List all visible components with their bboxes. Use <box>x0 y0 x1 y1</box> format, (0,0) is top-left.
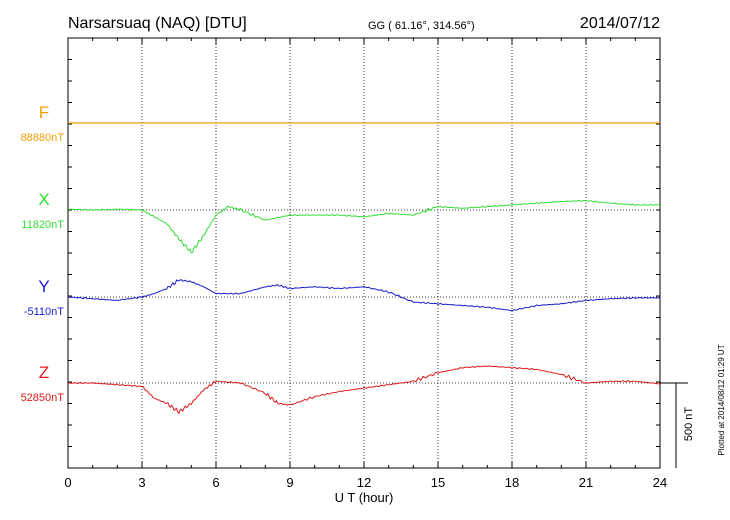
scale-bar-label: 500 nT <box>683 407 695 442</box>
x-tick-label: 6 <box>212 475 219 490</box>
series-line-x <box>67 199 661 254</box>
x-axis-label: U T (hour) <box>335 490 394 505</box>
series-baseline-f: 88880nT <box>21 132 65 144</box>
series-name-y: Y <box>38 277 49 296</box>
series-labels: F 88880nT X 11820nT Y -5110nT Z 52850nT <box>21 103 65 404</box>
plot-frame <box>67 37 661 469</box>
series-baseline-z: 52850nT <box>21 392 65 404</box>
series-line-z <box>67 365 661 415</box>
x-tick-label: 18 <box>505 475 519 490</box>
x-tick-label: 3 <box>138 475 145 490</box>
series-line-y <box>67 279 661 312</box>
x-tick-label: 24 <box>653 475 667 490</box>
series-name-x: X <box>38 190 49 209</box>
axis-ticks <box>67 38 661 468</box>
geographic-coords: GG ( 61.16°, 314.56°) <box>368 20 475 32</box>
x-tick-labels: 0 3 6 9 12 15 18 21 24 <box>64 475 667 490</box>
series-baseline-x: 11820nT <box>21 219 64 231</box>
series-baseline-y: -5110nT <box>24 306 64 318</box>
x-tick-label: 9 <box>286 475 293 490</box>
grid-lines <box>68 38 660 468</box>
scale-bar: 500 nT <box>660 382 695 468</box>
plotted-timestamp: Plotted at 2014/08/12 01:29 UT <box>717 344 726 455</box>
x-tick-label: 15 <box>431 475 445 490</box>
station-title: Narsarsuaq (NAQ) [DTU] <box>68 15 247 32</box>
series-group <box>67 122 661 415</box>
plot-date: 2014/07/12 <box>580 15 660 32</box>
series-name-f: F <box>39 103 49 122</box>
x-tick-label: 21 <box>579 475 593 490</box>
x-tick-label: 0 <box>64 475 71 490</box>
x-tick-label: 12 <box>357 475 371 490</box>
series-name-z: Z <box>39 363 49 382</box>
